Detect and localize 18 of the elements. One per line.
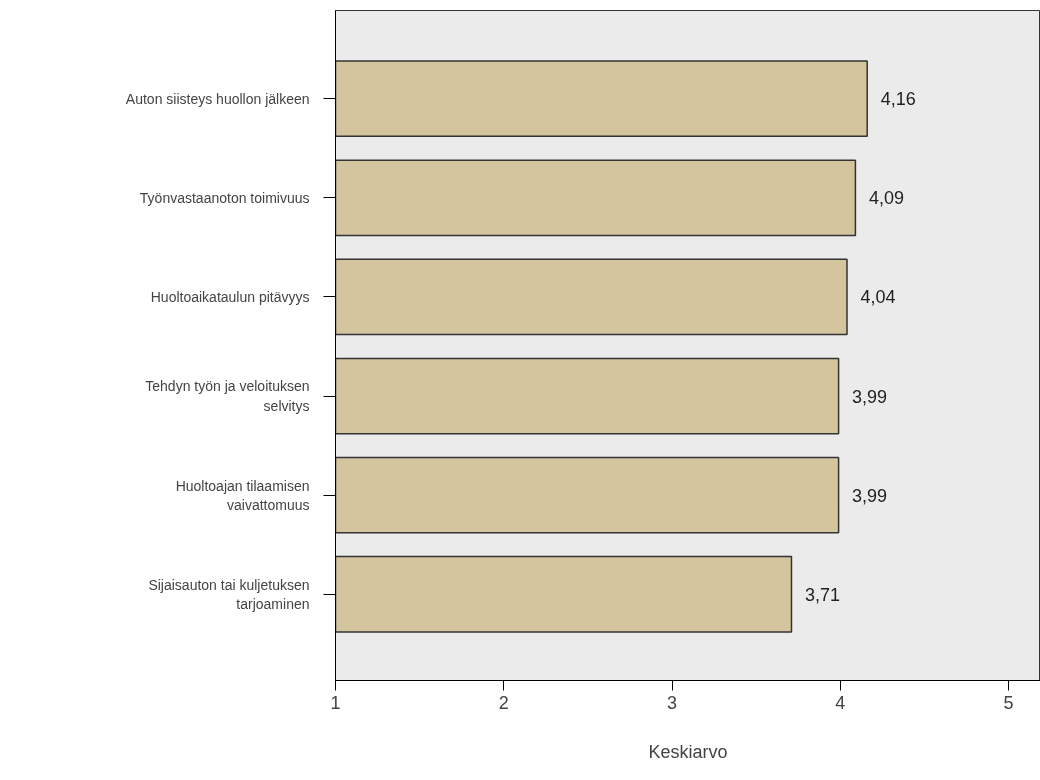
x-tick-label: 5	[1003, 692, 1014, 713]
data-label: 3,99	[852, 485, 888, 506]
y-tick-label: Tehdyn työn ja veloituksen selvitys	[145, 378, 310, 414]
x-tick-label: 2	[498, 692, 509, 713]
data-label: 3,71	[804, 584, 840, 605]
x-tick-label: 4	[835, 692, 846, 713]
x-tick-label: 1	[330, 692, 341, 713]
data-label: 4,09	[868, 188, 904, 209]
data-label: 4,04	[860, 287, 896, 308]
y-tick-label: Huoltoajan tilaamisen vaivattomuus	[175, 477, 310, 513]
y-tick-label: Huoltoaikataulun pitävyys	[150, 288, 310, 305]
y-tick-label: Työnvastaanoton toimivuus	[139, 189, 310, 206]
data-label: 4,16	[880, 89, 916, 110]
x-tick-label: 3	[667, 692, 678, 713]
x-axis-title: Keskiarvo	[648, 741, 728, 762]
y-tick-label: Sijaisauton tai kuljetuksen tarjoaminen	[148, 576, 310, 612]
data-label: 3,99	[852, 386, 888, 407]
y-tick-label: Auton siisteys huollon jälkeen	[125, 90, 310, 107]
